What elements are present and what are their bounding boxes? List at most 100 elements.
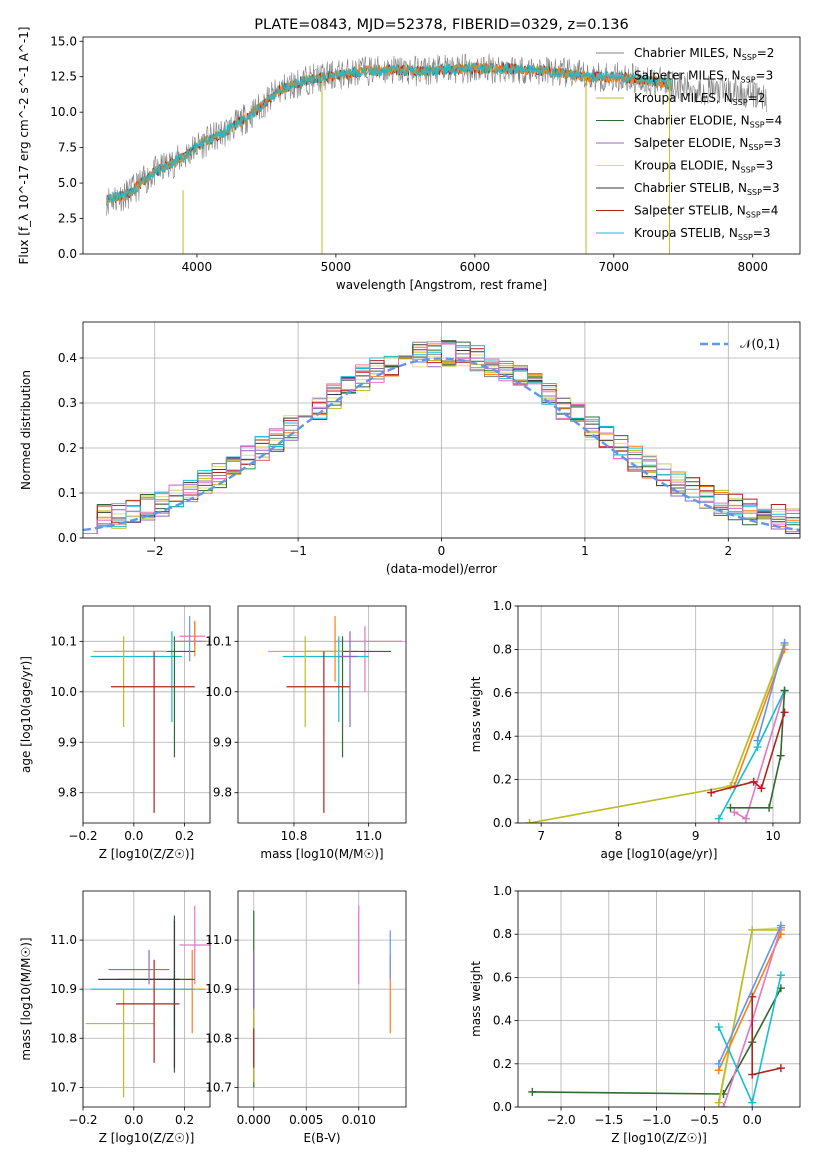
x-axis-label: Z [log10(Z/Z☉)] bbox=[99, 847, 195, 861]
y-tick-label: 0.2 bbox=[493, 773, 512, 787]
x-tick-label: −0.2 bbox=[68, 829, 97, 843]
x-tick-label: 0.000 bbox=[237, 1113, 271, 1127]
series-marker bbox=[525, 819, 534, 823]
normal-curve bbox=[83, 357, 800, 532]
y-tick-label: 9.8 bbox=[58, 786, 77, 800]
y-tick-label: 10.7 bbox=[50, 1080, 77, 1094]
y-tick-label: 10.1 bbox=[50, 634, 77, 648]
x-axis-label: (data-model)/error bbox=[386, 562, 497, 576]
x-tick-label: 4000 bbox=[182, 260, 213, 274]
series-line bbox=[529, 644, 786, 823]
y-tick-label: 0.6 bbox=[493, 970, 512, 984]
y-tick-label: 0.0 bbox=[493, 1100, 512, 1114]
x-tick-label: 0.010 bbox=[342, 1113, 376, 1127]
x-tick-label: 10 bbox=[765, 829, 780, 843]
legend-subscript: SSP bbox=[733, 98, 748, 107]
y-tick-label: 0.0 bbox=[58, 531, 77, 545]
y-tick-label: 9.9 bbox=[213, 735, 232, 749]
error-bar-point bbox=[93, 636, 167, 728]
y-tick-label: 5.0 bbox=[58, 176, 77, 190]
series-marker bbox=[748, 1070, 757, 1079]
legend-subscript: SSP bbox=[748, 143, 763, 152]
x-tick-label: 0.2 bbox=[175, 829, 194, 843]
series-marker bbox=[753, 736, 762, 745]
y-tick-label: 15.0 bbox=[50, 34, 77, 48]
grid bbox=[82, 606, 210, 823]
x-tick-label: 0.0 bbox=[124, 1113, 143, 1127]
x-tick-label: 0 bbox=[438, 544, 446, 558]
legend-value: =3 bbox=[756, 159, 774, 173]
legend-label: Chabrier MILES, NSSP=2 bbox=[634, 46, 774, 62]
y-tick-label: 2.5 bbox=[58, 212, 77, 226]
series-line bbox=[711, 712, 786, 794]
chart-title: PLATE=0843, MJD=52378, FIBERID=0329, z=0… bbox=[254, 17, 628, 33]
legend-label: Salpeter MILES, NSSP=3 bbox=[634, 69, 773, 85]
error-bar-point bbox=[174, 616, 203, 662]
x-tick-label: 0.2 bbox=[175, 1113, 194, 1127]
error-bar-point bbox=[305, 636, 392, 758]
y-tick-label: 7.5 bbox=[58, 141, 77, 155]
y-tick-label: 0.0 bbox=[58, 247, 77, 261]
x-tick-label: 9 bbox=[692, 829, 700, 843]
plot-area bbox=[83, 340, 800, 534]
plot-area bbox=[106, 53, 767, 254]
spectrum-line bbox=[106, 62, 673, 206]
series-marker bbox=[714, 814, 723, 823]
axes-frame bbox=[82, 321, 801, 539]
error-bar-point bbox=[90, 631, 183, 723]
axes-frame bbox=[82, 605, 211, 824]
ticks: 4000 5000 6000 7000 8000 0.0 2.5 5.0 7.5 10.0 12.5… bbox=[50, 34, 768, 274]
series-marker bbox=[776, 751, 785, 760]
series-marker bbox=[707, 788, 716, 797]
series-line bbox=[756, 642, 786, 741]
axes-frame bbox=[517, 605, 801, 824]
axes-spectrum: 4000 5000 6000 7000 8000 0.0 2.5 5.0 7.5 10.0 12.5… bbox=[17, 17, 801, 292]
y-tick-label: 10.7 bbox=[205, 1080, 232, 1094]
grid bbox=[238, 891, 406, 1107]
x-tick-label: −1 bbox=[289, 544, 307, 558]
y-tick-label: 10.0 bbox=[50, 685, 77, 699]
series-line bbox=[529, 642, 786, 823]
axes-age-vs-mass: 10.8 11.0 9.8 9.9 10.0 10.1 mass [log10(M/M☉)] bbox=[205, 605, 407, 861]
error-bar-point bbox=[116, 959, 180, 1063]
y-tick-label: 1.0 bbox=[493, 884, 512, 898]
histogram-series bbox=[83, 341, 800, 534]
legend: 𝒩(0,1) bbox=[700, 337, 780, 351]
x-tick-label: −1.0 bbox=[642, 1113, 671, 1127]
ticks: 10.8 11.0 9.8 9.9 10.0 10.1 bbox=[205, 634, 382, 843]
y-tick-label: 10.8 bbox=[205, 1031, 232, 1045]
series-marker bbox=[528, 1087, 537, 1096]
x-axis-label: mass [log10(M/M☉)] bbox=[260, 847, 383, 861]
y-tick-label: 0.8 bbox=[493, 642, 512, 656]
error-bar-point bbox=[90, 974, 195, 1029]
ticks: −0.2 0.0 0.2 9.8 9.9 10.0 10.1 bbox=[50, 634, 194, 843]
series-marker bbox=[714, 1059, 723, 1068]
error-bar-point bbox=[267, 636, 343, 728]
series-marker bbox=[714, 1023, 723, 1032]
error-bar-point bbox=[98, 920, 180, 1068]
series-marker bbox=[719, 1103, 728, 1107]
axes-mass-vs-Z: −0.2 0.0 0.2 10.7 10.8 10.9 11.0 Z [log10(Z/Z☉)… bbox=[19, 890, 211, 1145]
y-tick-label: 10.0 bbox=[205, 685, 232, 699]
x-tick-label: −0.5 bbox=[690, 1113, 719, 1127]
legend-label: Kroupa STELIB, NSSP=3 bbox=[634, 226, 771, 242]
y-tick-label: 0.4 bbox=[493, 1014, 512, 1028]
legend-value: =3 bbox=[762, 181, 780, 195]
legend-value: =4 bbox=[765, 114, 783, 128]
legend-subscript: SSP bbox=[747, 188, 762, 197]
y-tick-label: 0.2 bbox=[58, 441, 77, 455]
series-marker bbox=[726, 803, 735, 812]
legend-subscript: SSP bbox=[741, 76, 756, 85]
x-tick-label: 7000 bbox=[599, 260, 630, 274]
legend-value: =3 bbox=[763, 136, 781, 150]
error-bar-point bbox=[118, 915, 195, 1073]
y-tick-label: 0.3 bbox=[58, 396, 77, 410]
y-tick-label: 0.4 bbox=[58, 351, 77, 365]
series-line bbox=[532, 987, 782, 1095]
legend-label: 𝒩(0,1) bbox=[740, 337, 780, 351]
x-axis-label: Z [log10(Z/Z☉)] bbox=[99, 1131, 195, 1145]
ticks: −2.0 −1.5 −1.0 −0.5 0.0 0.0 0.2 0.4 0.6 0.8 1.0 bbox=[493, 884, 762, 1127]
x-tick-label: 0.0 bbox=[124, 829, 143, 843]
axes-frame bbox=[517, 890, 801, 1108]
